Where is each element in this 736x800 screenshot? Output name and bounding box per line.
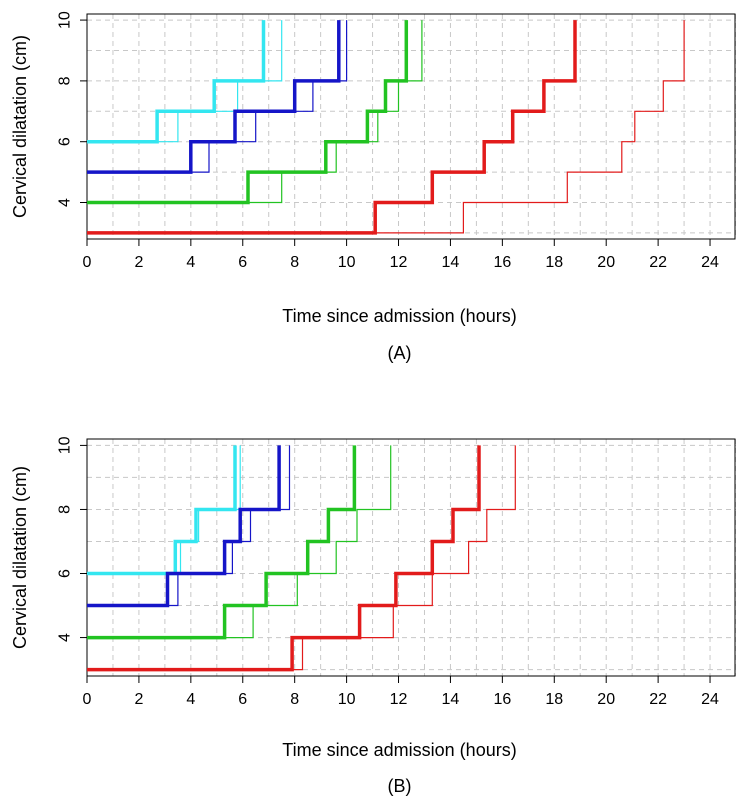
chart-a-x-tick-label: 18: [545, 254, 563, 271]
chart-a-series-2-thick: [87, 20, 341, 174]
chart-a-x-tick-label: 16: [493, 254, 511, 271]
chart-b-x-tick-label: 24: [701, 691, 719, 708]
chart-b-x-axis-title: Time since admission (hours): [282, 740, 516, 760]
chart-b-grid: [86, 439, 736, 676]
chart-b-x-tick-label: 0: [83, 691, 92, 708]
chart-b-x-tick-label: 22: [649, 691, 667, 708]
chart-b-x-tick-label: 10: [338, 691, 356, 708]
chart-a-x-tick-label: 24: [701, 254, 719, 271]
chart-a-series-0-thick: [87, 20, 266, 144]
chart-a-y-axis: 4 6 8 10: [57, 11, 87, 207]
chart-b-y-tick-label: 4: [57, 633, 74, 642]
chart-a-x-tick-label: 2: [134, 254, 143, 271]
chart-a-x-tick-label: 22: [649, 254, 667, 271]
chart-b-caption: (B): [388, 776, 412, 796]
chart-a-series-4-thick: [87, 20, 409, 205]
chart-a-x-tick-label: 20: [597, 254, 615, 271]
chart-a-x-tick-label: 14: [442, 254, 460, 271]
chart-b-series-6-thick: [87, 445, 481, 672]
chart-b-x-tick-label: 6: [238, 691, 247, 708]
chart-a-grid: [86, 14, 736, 239]
chart-a-y-axis-title: Cervical dilatation (cm): [10, 35, 30, 218]
chart-a-x-tick-label: 12: [390, 254, 408, 271]
chart-b-x-tick-label: 12: [390, 691, 408, 708]
chart-a-series-7-thin: [87, 20, 685, 234]
chart-b-series-3-thin: [87, 445, 291, 607]
chart-b-x-tick-label: 4: [186, 691, 195, 708]
chart-b-x-tick-label: 8: [290, 691, 299, 708]
chart-b-y-axis-title: Cervical dilatation (cm): [10, 466, 30, 649]
chart-a-series-group: [87, 20, 685, 235]
chart-a-series-6-thick: [87, 20, 577, 235]
chart-a-x-axis-title: Time since admission (hours): [282, 306, 516, 326]
chart-a-y-tick-label: 4: [57, 198, 74, 207]
chart-a-x-tick-label: 10: [338, 254, 356, 271]
chart-b-y-tick-label: 10: [57, 436, 74, 454]
chart-a-y-tick-label: 8: [57, 76, 74, 85]
chart-a-caption: (A): [388, 343, 412, 363]
chart-a-y-tick-label: 6: [57, 137, 74, 146]
chart-b-x-axis: 0 2 4 6 8 10 12 14 16 18 20 22 24: [83, 676, 719, 708]
chart-a-x-tick-label: 0: [83, 254, 92, 271]
chart-a-x-tick-label: 8: [290, 254, 299, 271]
chart-b-y-axis: 4 6 8 10: [57, 436, 87, 642]
chart-b-y-tick-label: 8: [57, 505, 74, 514]
chart-b-x-tick-label: 14: [442, 691, 460, 708]
chart-b-x-tick-label: 16: [493, 691, 511, 708]
chart-b-x-tick-label: 18: [545, 691, 563, 708]
chart-b-series-group: [87, 445, 516, 672]
chart-b-frame: [86, 438, 736, 677]
chart-b-x-tick-label: 20: [597, 691, 615, 708]
chart-b-y-tick-label: 6: [57, 569, 74, 578]
chart-a-y-tick-label: 10: [57, 11, 74, 29]
chart-b-series-2-thick: [87, 445, 281, 608]
chart-b-series-5-thin: [87, 445, 392, 639]
chart-b-x-tick-label: 2: [134, 691, 143, 708]
chart-a-x-axis: 0 2 4 6 8 10 12 14 16 18 20 22 24: [83, 239, 719, 271]
chart-b-series-4-thick: [87, 445, 357, 640]
chart-a-x-tick-label: 4: [186, 254, 195, 271]
chart-a-frame: [86, 13, 736, 240]
chart-a-x-tick-label: 6: [238, 254, 247, 271]
